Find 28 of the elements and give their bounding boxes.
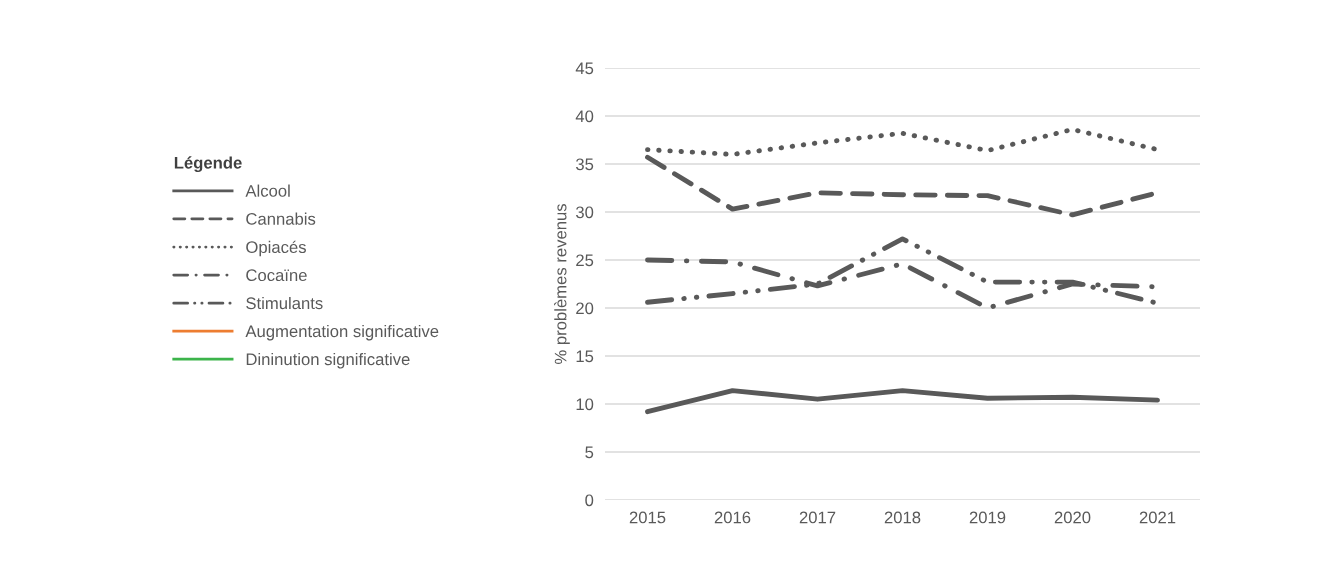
x-tick-label: 2019: [969, 511, 1006, 524]
x-tick-label: 2017: [799, 511, 836, 524]
x-tick-label: 2018: [884, 511, 921, 524]
x-tick-label: 2016: [714, 511, 751, 524]
y-axis-title: % problèmes revenus: [554, 204, 570, 364]
y-tick-label: 10: [576, 398, 594, 411]
legend-label: Cocaïne: [246, 269, 307, 282]
legend-label: Dininution significative: [246, 352, 410, 369]
y-tick-label: 20: [576, 302, 594, 315]
y-tick-label: 30: [575, 206, 594, 219]
y-tick-label: 15: [576, 350, 594, 363]
y-tick-label: 45: [575, 62, 594, 75]
legend-label: Augmentation significative: [245, 324, 439, 341]
legend-label: Opiacés: [246, 240, 306, 257]
y-tick-label: 40: [575, 110, 594, 123]
line-series: [645, 127, 1160, 157]
legend-title: Légende: [174, 156, 242, 173]
x-tick-label: 2020: [1054, 511, 1091, 524]
y-tick-label: 25: [576, 254, 594, 267]
legend-label: Stimulants: [246, 296, 323, 310]
y-tick-label: 35: [575, 158, 594, 171]
legend-label: Alcool: [245, 184, 290, 197]
line-series: [645, 388, 1160, 415]
x-tick-label: 2015: [629, 511, 666, 524]
y-tick-label: 0: [585, 494, 594, 507]
legend-label: Cannabis: [246, 212, 316, 225]
x-tick-label: 2021: [1139, 511, 1176, 524]
y-tick-label: 5: [585, 446, 594, 459]
